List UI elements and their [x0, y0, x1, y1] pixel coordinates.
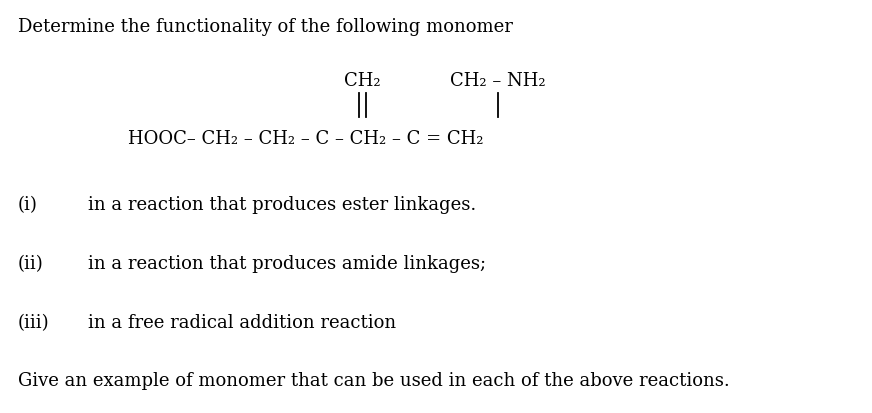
Text: (ii): (ii): [18, 254, 44, 272]
Text: Determine the functionality of the following monomer: Determine the functionality of the follo…: [18, 18, 513, 36]
Text: HOOC– CH₂ – CH₂ – C – CH₂ – C = CH₂: HOOC– CH₂ – CH₂ – C – CH₂ – C = CH₂: [128, 130, 483, 147]
Text: CH₂: CH₂: [344, 72, 380, 90]
Text: in a reaction that produces ester linkages.: in a reaction that produces ester linkag…: [88, 195, 476, 214]
Text: CH₂ – NH₂: CH₂ – NH₂: [450, 72, 546, 90]
Text: in a free radical addition reaction: in a free radical addition reaction: [88, 313, 396, 331]
Text: in a reaction that produces amide linkages;: in a reaction that produces amide linkag…: [88, 254, 486, 272]
Text: Give an example of monomer that can be used in each of the above reactions.: Give an example of monomer that can be u…: [18, 371, 730, 389]
Text: (i): (i): [18, 195, 37, 214]
Text: (iii): (iii): [18, 313, 50, 331]
